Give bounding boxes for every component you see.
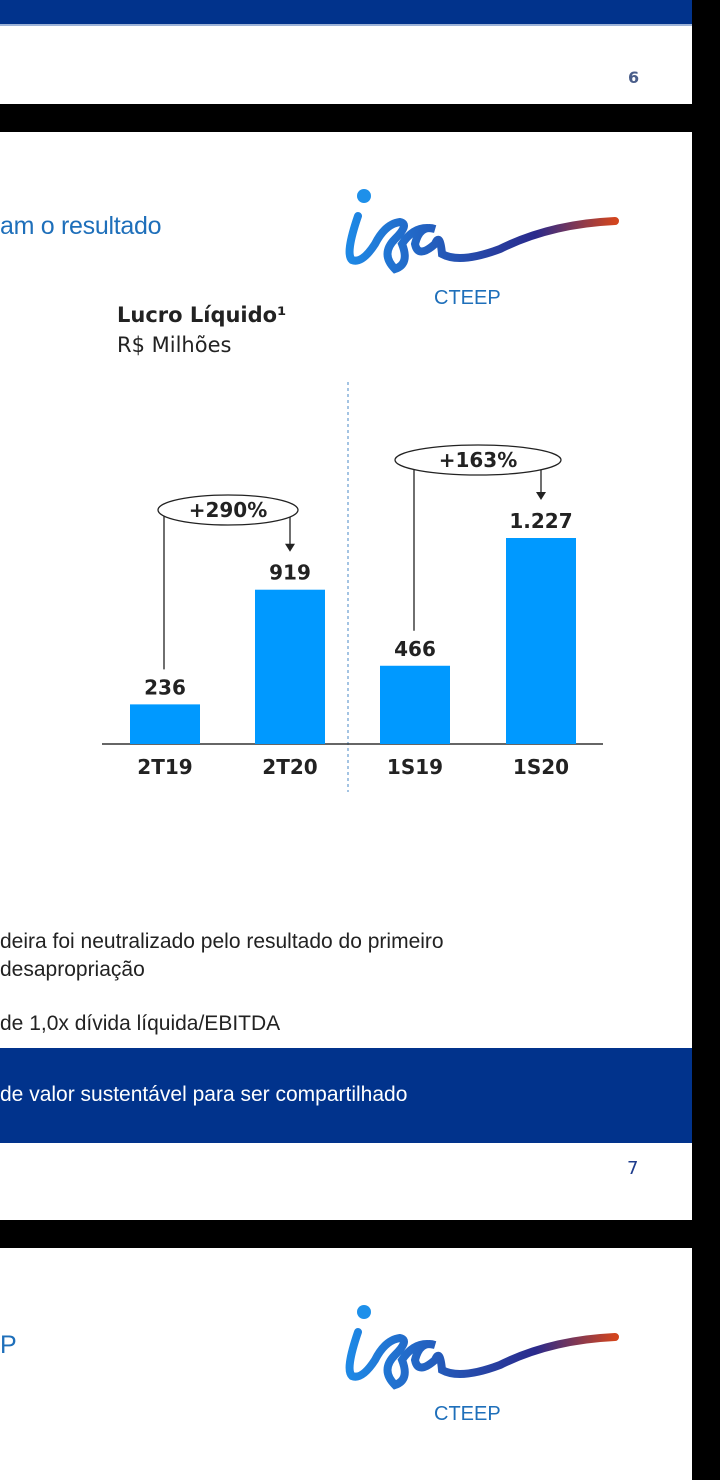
page-number: 7 bbox=[627, 1158, 639, 1179]
slide-header-bar bbox=[0, 0, 692, 26]
conclusion-banner: de valor sustentável para ser compartilh… bbox=[0, 1048, 692, 1143]
growth-label: +290% bbox=[189, 498, 268, 522]
category-label: 1S19 bbox=[387, 755, 443, 779]
logo-subtitle: CTEEP bbox=[434, 1403, 501, 1425]
growth-bubble bbox=[157, 494, 299, 526]
current-slide: am o resultado CTEEP Lucro Líquido¹ R$ M… bbox=[0, 132, 692, 1220]
bar-2T19 bbox=[130, 704, 200, 744]
bar-1S20 bbox=[506, 538, 576, 744]
chart-subtitle: R$ Milhões bbox=[117, 333, 231, 357]
category-label: 2T20 bbox=[262, 755, 317, 779]
next-slide: P CTEEP bbox=[0, 1248, 692, 1480]
logo-subtitle: CTEEP bbox=[434, 287, 501, 309]
isa-logo-icon bbox=[345, 1305, 619, 1390]
bullet-text-1: deira foi neutralizado pelo resultado do… bbox=[0, 930, 444, 953]
data-label: 466 bbox=[394, 637, 436, 661]
growth-label: +163% bbox=[439, 448, 518, 472]
arrow-icon bbox=[536, 492, 546, 500]
chart-title: Lucro Líquido¹ bbox=[117, 303, 286, 327]
data-label: 1.227 bbox=[509, 509, 572, 533]
bullet-text-2: desapropriação bbox=[0, 958, 145, 981]
growth-bubble bbox=[394, 444, 562, 476]
data-label: 919 bbox=[269, 561, 311, 585]
slide-title: am o resultado bbox=[0, 212, 162, 240]
previous-slide: 6 bbox=[0, 0, 692, 104]
slide-title: P bbox=[0, 1331, 17, 1359]
bar-1S19 bbox=[380, 665, 450, 744]
isa-cteep-logo: CTEEP bbox=[340, 184, 620, 314]
banner-text: de valor sustentável para ser compartilh… bbox=[0, 1083, 408, 1106]
bar-2T20 bbox=[255, 589, 325, 744]
isa-cteep-logo: CTEEP bbox=[340, 1300, 620, 1430]
bullet-text-3: de 1,0x dívida líquida/EBITDA bbox=[0, 1012, 281, 1035]
isa-logo-icon bbox=[345, 189, 619, 274]
arrow-icon bbox=[285, 543, 295, 552]
category-label: 1S20 bbox=[513, 755, 569, 779]
page-number: 6 bbox=[628, 68, 640, 87]
category-label: 2T19 bbox=[137, 755, 192, 779]
net-income-chart: Lucro Líquido¹ R$ Milhões 236 2T19 919 2T20… bbox=[102, 303, 603, 792]
data-label: 236 bbox=[144, 675, 186, 699]
